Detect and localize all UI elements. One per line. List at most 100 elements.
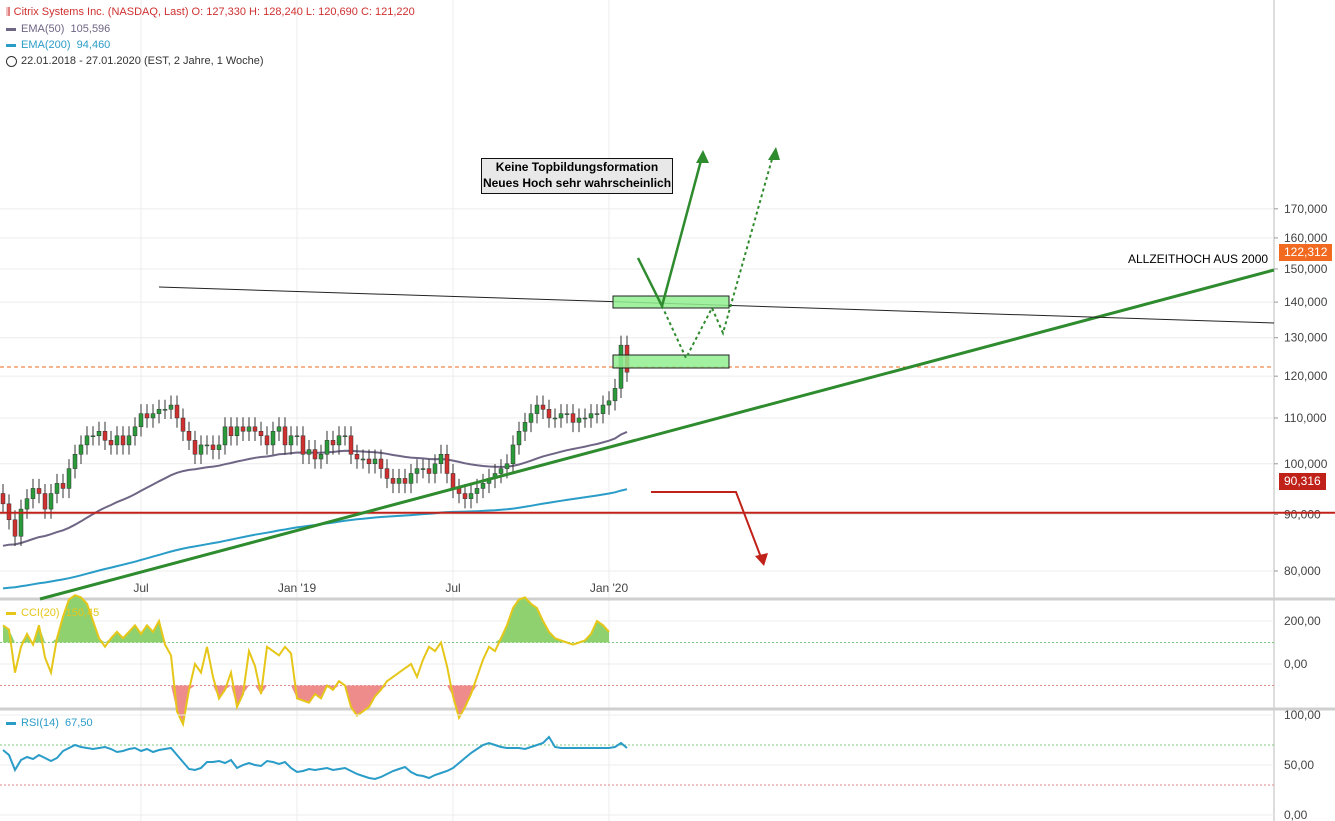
candle-body xyxy=(336,435,342,446)
cci-overbought-fill xyxy=(87,603,93,643)
candle-body xyxy=(606,400,612,406)
rsi-value: 67,50 xyxy=(65,717,93,729)
candle-body xyxy=(552,417,558,420)
cci-name: CCI(20) xyxy=(21,607,60,619)
cci-oversold-fill xyxy=(213,685,219,699)
ema200-legend-name: EMA(200) xyxy=(21,39,71,51)
ema200-legend-value: 94,460 xyxy=(76,39,111,51)
support-price-tag: 90,316 xyxy=(1279,473,1326,490)
bear-arrowhead xyxy=(755,553,768,566)
candle-body xyxy=(54,483,60,494)
bull-arrowhead xyxy=(696,150,709,163)
cci-overbought-fill xyxy=(141,625,147,643)
candle-body xyxy=(300,435,306,455)
cci-oversold-fill xyxy=(357,685,363,716)
candle-body xyxy=(264,435,270,446)
candle-body xyxy=(510,444,516,465)
candle-body xyxy=(282,426,288,446)
candle-body xyxy=(294,435,300,438)
candle-body xyxy=(612,388,618,402)
candle-body xyxy=(162,409,168,411)
candle-body xyxy=(150,413,156,419)
candle-body xyxy=(36,488,42,494)
cci-overbought-fill xyxy=(63,599,69,643)
cci-oversold-fill xyxy=(315,685,321,699)
candle-body xyxy=(570,413,576,423)
ema50-legend-value: 105,596 xyxy=(70,23,111,35)
candle-body xyxy=(0,493,6,505)
candle-body xyxy=(402,478,408,484)
candle-body xyxy=(318,454,324,460)
instrument-line: ⫼ Citrix Systems Inc. (NASDAQ, Last) O: … xyxy=(6,4,415,21)
candle-body xyxy=(180,417,186,432)
cci-overbought-fill xyxy=(513,599,519,643)
candle-body xyxy=(252,426,258,432)
candle-body xyxy=(30,488,36,499)
ema200-line xyxy=(2,488,628,590)
cci-overbought-fill xyxy=(81,597,87,643)
cci-overbought-fill xyxy=(153,621,159,643)
bear-path xyxy=(651,491,763,561)
candle-body xyxy=(126,435,132,446)
candle-body xyxy=(78,444,84,455)
rsi-legend: RSI(14) 67,50 xyxy=(6,715,93,731)
time-tick-label: Jul xyxy=(133,581,148,595)
price-tick-label: 170,000 xyxy=(1284,202,1328,216)
rsi-series xyxy=(2,735,628,781)
price-grid xyxy=(0,0,1275,821)
callout-line-2: Neues Hoch sehr wahrscheinlich xyxy=(482,176,672,190)
instrument-icon: ⫼ xyxy=(6,7,11,18)
cci-overbought-fill xyxy=(129,625,135,643)
candle-body xyxy=(12,519,18,537)
candle-body xyxy=(414,468,420,474)
candle-body xyxy=(390,478,396,484)
candle-body xyxy=(516,431,522,446)
candle-body xyxy=(306,449,312,455)
date-range: 22.01.2018 - 27.01.2020 (EST, 2 Jahre, 1… xyxy=(21,55,264,67)
ema50-legend: EMA(50) 105,596 xyxy=(6,21,415,37)
candle-body xyxy=(480,483,486,489)
candle-body xyxy=(576,417,582,423)
candle-body xyxy=(582,417,588,420)
cci-overbought-fill xyxy=(603,625,609,643)
candle-body xyxy=(210,444,216,450)
candle-body xyxy=(258,431,264,437)
candle-body xyxy=(384,468,390,479)
ath-label: ALLZEITHOCH AUS 2000 xyxy=(1128,252,1269,266)
candle-body xyxy=(60,483,66,489)
candle-body xyxy=(540,404,546,410)
callout-box: Keine Topbildungsformation Neues Hoch se… xyxy=(481,158,673,194)
candle-body xyxy=(348,435,354,455)
price-tick-label: 160,000 xyxy=(1284,231,1328,245)
candle-body xyxy=(276,426,282,432)
cci-overbought-fill xyxy=(507,608,513,643)
candle-body xyxy=(330,440,336,446)
price-tick-label: 90,000 xyxy=(1284,507,1321,521)
rsi-name: RSI(14) xyxy=(21,717,59,729)
candle-body xyxy=(396,478,402,484)
ema200-series xyxy=(2,488,628,590)
candle-body xyxy=(84,435,90,446)
candle-body xyxy=(432,463,438,474)
candle-body xyxy=(324,440,330,455)
candle-body xyxy=(600,404,606,414)
cci-tick-label: 200,00 xyxy=(1284,614,1321,628)
candle-body xyxy=(120,435,126,446)
candle-body xyxy=(204,444,210,447)
candle-body xyxy=(24,498,30,510)
cci-oversold-fill xyxy=(369,685,375,707)
alt-path xyxy=(661,151,775,361)
candle-body xyxy=(360,458,366,461)
candle-body xyxy=(312,449,318,460)
price-tick-label: 80,000 xyxy=(1284,564,1321,578)
price-tick-label: 150,000 xyxy=(1284,262,1328,276)
candle-body xyxy=(246,426,252,432)
candle-body xyxy=(438,454,444,465)
candle-body xyxy=(222,426,228,446)
candle-body xyxy=(354,454,360,460)
cci-series xyxy=(2,594,610,728)
candle-body xyxy=(228,426,234,437)
rsi-tick-label: 100,00 xyxy=(1284,708,1321,722)
candle-body xyxy=(198,444,204,455)
